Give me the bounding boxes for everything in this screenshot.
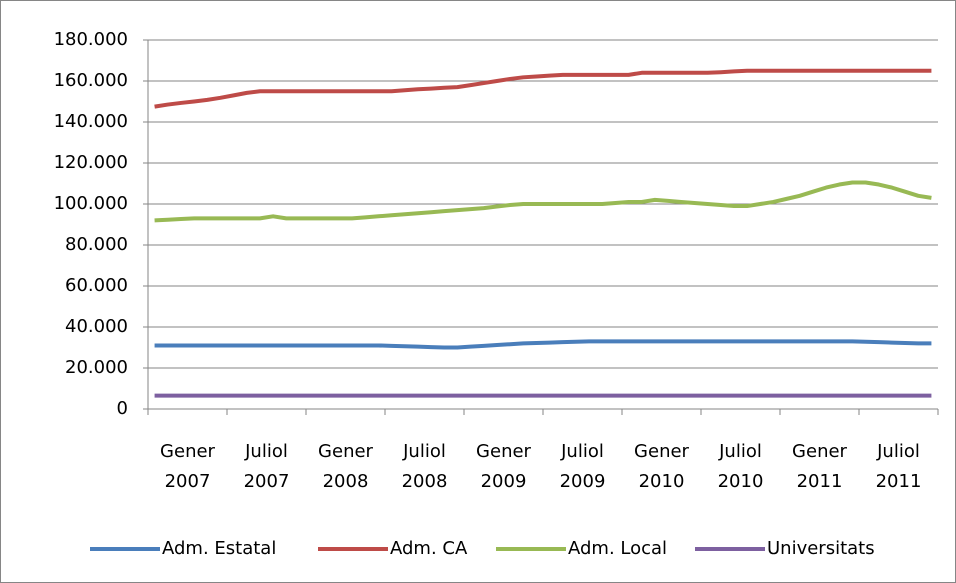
legend-label: Adm. Estatal	[162, 538, 276, 559]
y-tick-label: 60.000	[65, 275, 128, 296]
x-tick-label: Juliol 2008	[401, 441, 448, 492]
x-tick-label: Gener 2008	[318, 441, 373, 492]
legend-label: Adm. CA	[390, 538, 468, 559]
y-tick-label: 100.000	[54, 193, 128, 214]
series-line	[154, 68, 932, 109]
legend-label: Adm. Local	[568, 538, 667, 559]
x-tick-label: Gener 2009	[476, 441, 531, 492]
y-tick-label: 20.000	[65, 357, 128, 378]
series-line	[154, 180, 932, 223]
y-tick-label: 140.000	[54, 111, 128, 132]
y-tick-label: 80.000	[65, 234, 128, 255]
x-tick-label: Juliol 2007	[243, 441, 290, 492]
y-tick-label: 160.000	[54, 70, 128, 91]
x-tick-label: Juliol 2009	[559, 441, 606, 492]
x-tick-label: Gener 2010	[634, 441, 689, 492]
y-tick-label: 0	[117, 398, 128, 419]
y-tick-label: 120.000	[54, 152, 128, 173]
x-tick-label: Juliol 2011	[875, 441, 922, 492]
series-line	[154, 339, 932, 350]
x-tick-label: Juliol 2010	[717, 441, 764, 492]
x-tick-label: Gener 2011	[792, 441, 847, 492]
y-tick-label: 40.000	[65, 316, 128, 337]
x-tick-label: Gener 2007	[160, 441, 215, 492]
y-tick-label: 180.000	[54, 29, 128, 50]
legend-label: Universitats	[767, 538, 875, 559]
